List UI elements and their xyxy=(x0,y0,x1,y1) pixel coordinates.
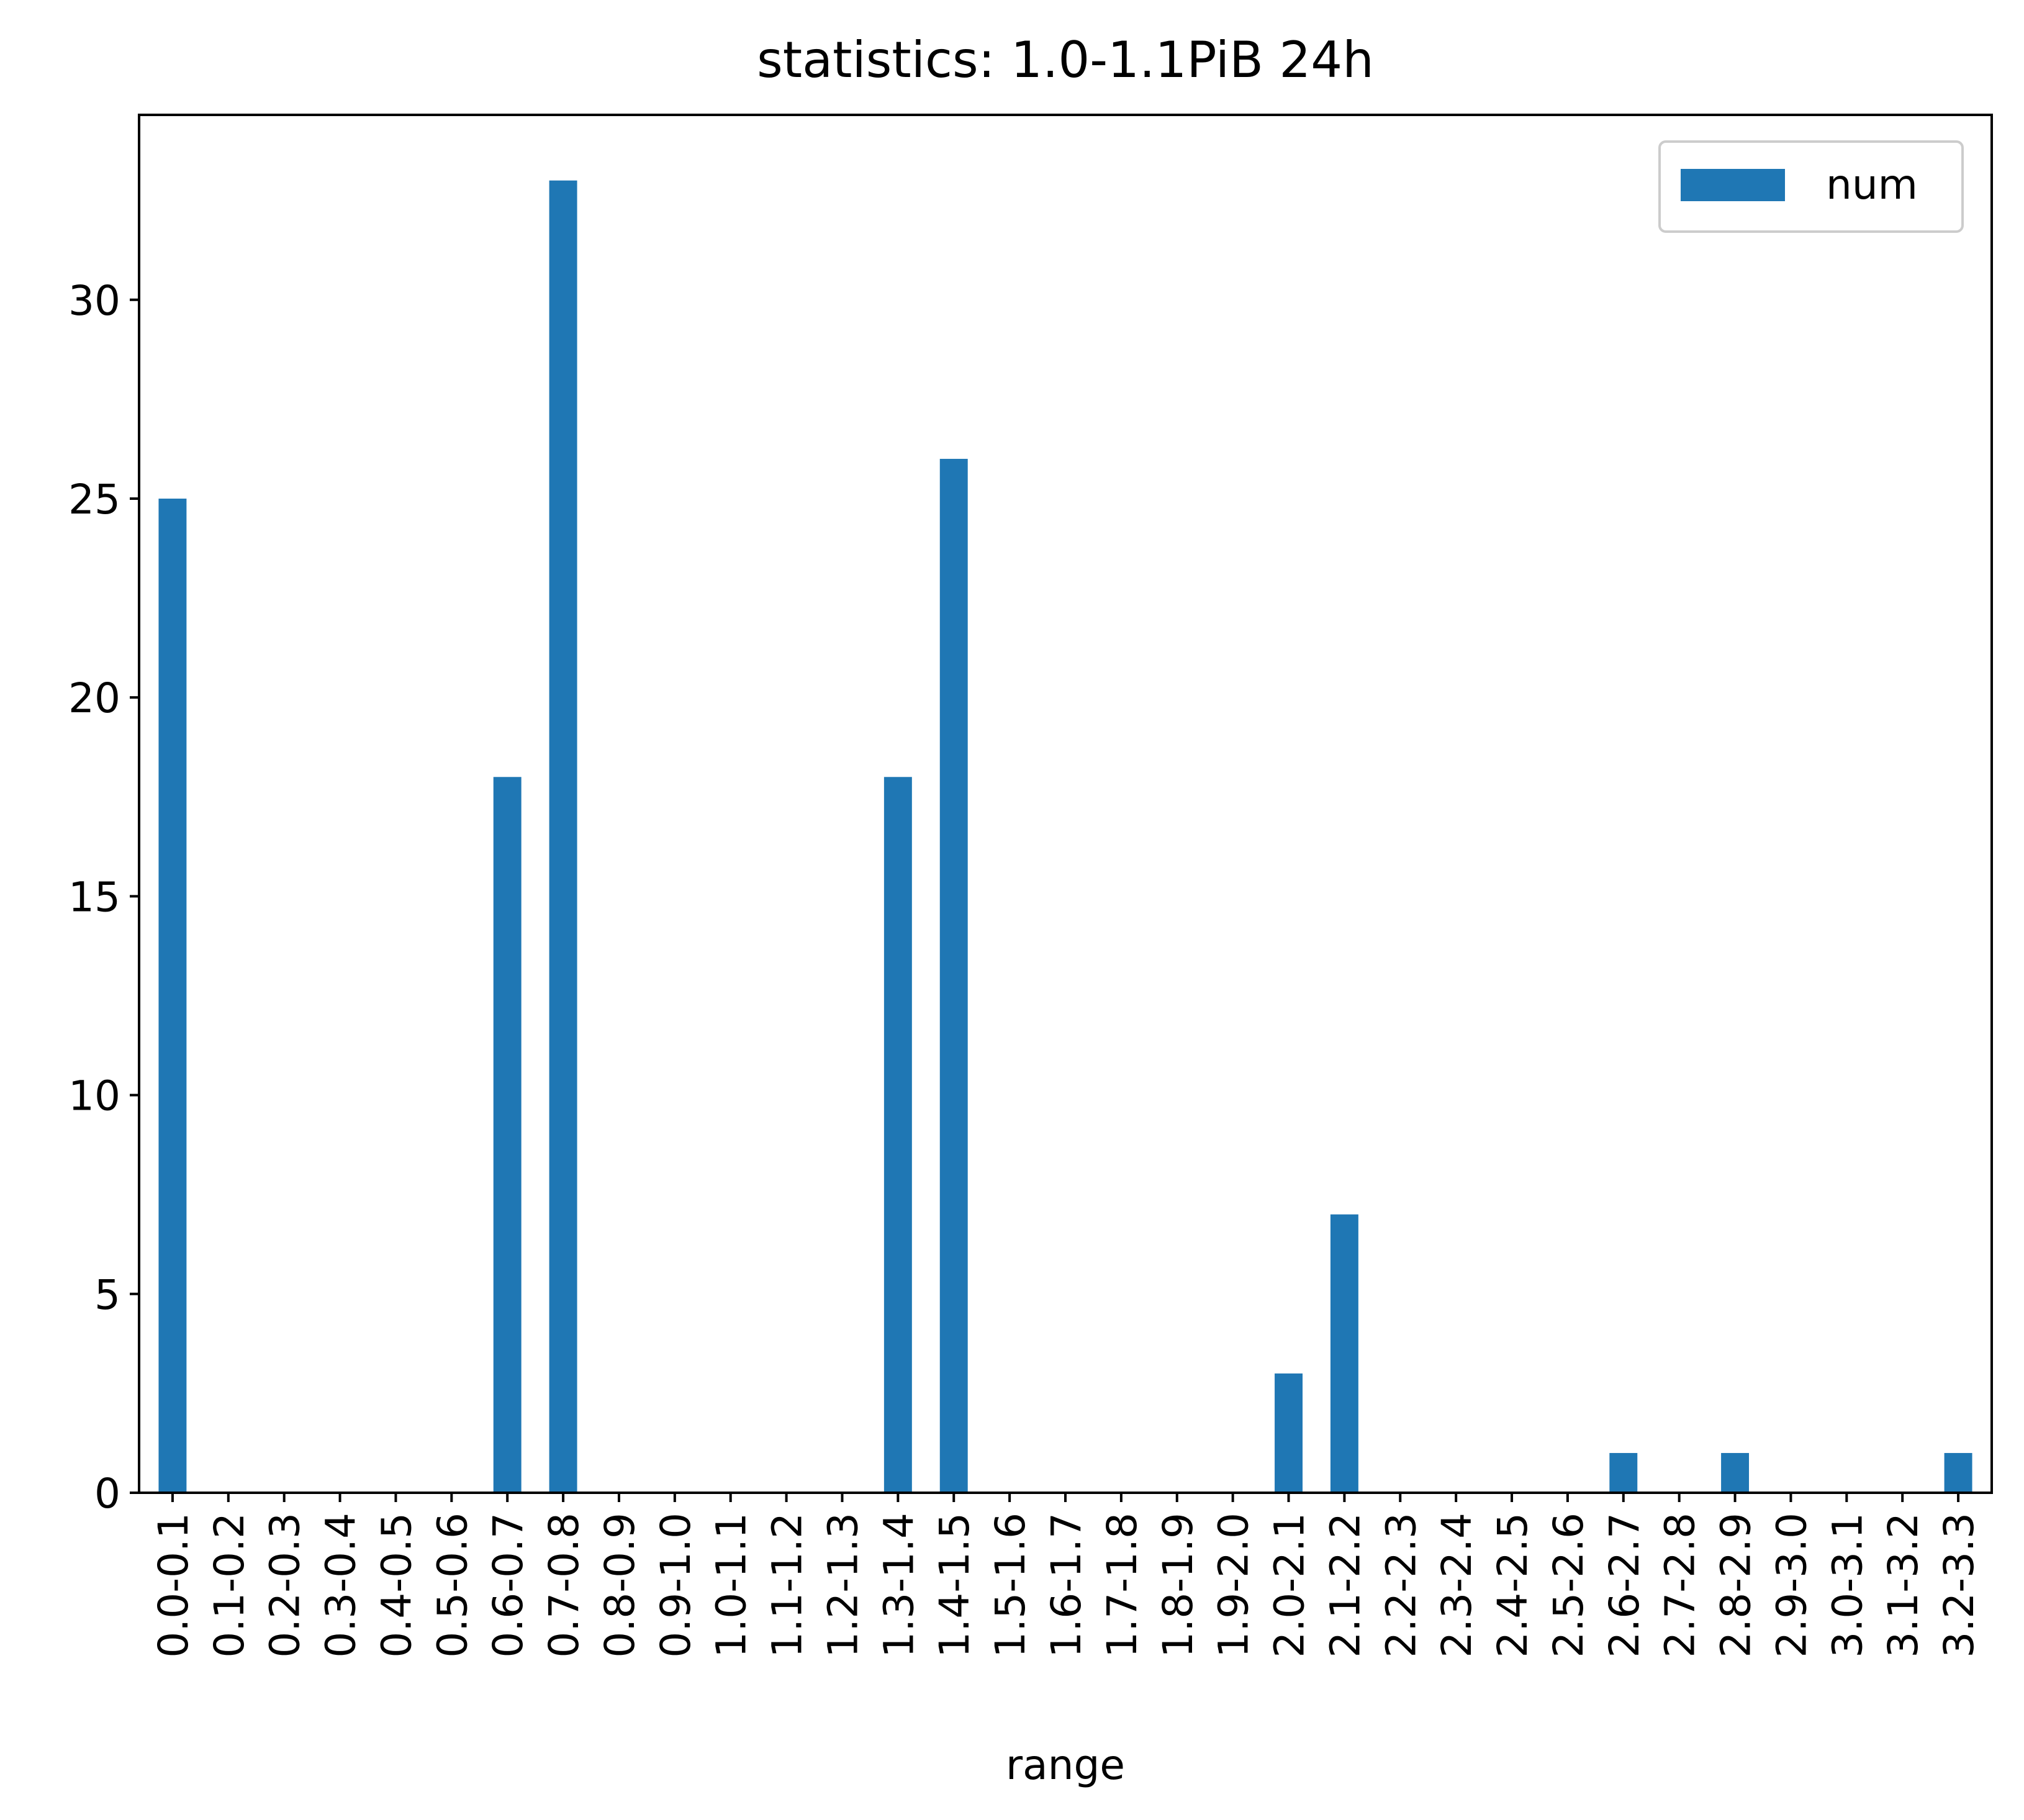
x-axis-label: range xyxy=(1006,1741,1125,1789)
bar-2.8-2.9 xyxy=(1721,1452,1750,1493)
x-tick-label-3.1-3.2: 3.1-3.2 xyxy=(1879,1513,1927,1658)
legend-box xyxy=(1658,140,1964,233)
legend: num xyxy=(1658,140,1964,233)
x-tick-label-0.2-0.3: 0.2-0.3 xyxy=(261,1513,309,1658)
bars-group xyxy=(158,180,1972,1493)
x-tick-label-1.6-1.7: 1.6-1.7 xyxy=(1042,1513,1090,1658)
x-tick-label-2.3-2.4: 2.3-2.4 xyxy=(1433,1513,1481,1658)
x-tick-label-1.9-2.0: 1.9-2.0 xyxy=(1210,1513,1258,1658)
x-tick-label-1.2-1.3: 1.2-1.3 xyxy=(819,1513,867,1658)
bar-2.6-2.7 xyxy=(1609,1452,1638,1493)
y-tick-label-0: 0 xyxy=(94,1470,120,1518)
x-tick-label-1.8-1.9: 1.8-1.9 xyxy=(1154,1513,1202,1658)
x-tick-label-2.6-2.7: 2.6-2.7 xyxy=(1601,1513,1648,1658)
bar-0.6-0.7 xyxy=(493,777,522,1493)
x-tick-label-0.8-0.9: 0.8-0.9 xyxy=(596,1513,644,1658)
y-tick-label-30: 30 xyxy=(68,277,120,325)
x-tick-label-1.0-1.1: 1.0-1.1 xyxy=(708,1513,756,1658)
x-tick-label-1.4-1.5: 1.4-1.5 xyxy=(931,1513,978,1658)
legend-swatch xyxy=(1681,169,1785,201)
x-tick-label-0.0-0.1: 0.0-0.1 xyxy=(150,1513,197,1658)
x-tick-label-3.2-3.3: 3.2-3.3 xyxy=(1935,1513,1983,1658)
x-tick-label-2.2-2.3: 2.2-2.3 xyxy=(1377,1513,1425,1658)
x-tick-label-2.4-2.5: 2.4-2.5 xyxy=(1489,1513,1537,1658)
x-tick-label-0.7-0.8: 0.7-0.8 xyxy=(540,1513,588,1658)
x-tick-label-1.3-1.4: 1.3-1.4 xyxy=(875,1513,923,1658)
x-tick-label-2.9-3.0: 2.9-3.0 xyxy=(1768,1513,1815,1658)
x-tick-label-2.0-2.1: 2.0-2.1 xyxy=(1266,1513,1314,1658)
bar-0.7-0.8 xyxy=(549,180,577,1493)
x-tick-label-2.8-2.9: 2.8-2.9 xyxy=(1712,1513,1760,1658)
x-tick-label-2.5-2.6: 2.5-2.6 xyxy=(1545,1513,1593,1658)
x-tick-label-0.9-1.0: 0.9-1.0 xyxy=(652,1513,700,1658)
y-tick-label-5: 5 xyxy=(94,1271,120,1319)
bar-3.2-3.3 xyxy=(1944,1452,1972,1493)
legend-label: num xyxy=(1826,161,1918,209)
x-tick-label-0.4-0.5: 0.4-0.5 xyxy=(373,1513,420,1658)
x-axis: 0.0-0.1 0.1-0.2 0.2-0.3 0.3-0.4 0.4-0.5 0.5-0… xyxy=(150,1493,1983,1658)
x-tick-label-0.1-0.2: 0.1-0.2 xyxy=(206,1513,253,1658)
bar-1.4-1.5 xyxy=(939,458,968,1493)
y-tick-label-20: 20 xyxy=(68,674,120,722)
y-axis: 0 5 10 15 20 25 30 xyxy=(68,277,139,1518)
x-tick-label-1.7-1.8: 1.7-1.8 xyxy=(1098,1513,1146,1658)
chart-title: statistics: 1.0-1.1PiB 24h xyxy=(757,31,1374,89)
x-tick-label-0.3-0.4: 0.3-0.4 xyxy=(317,1513,365,1658)
x-tick-label-2.1-2.2: 2.1-2.2 xyxy=(1321,1513,1369,1658)
x-tick-label-2.7-2.8: 2.7-2.8 xyxy=(1656,1513,1704,1658)
y-tick-label-25: 25 xyxy=(68,476,120,523)
y-tick-label-15: 15 xyxy=(68,873,120,921)
x-tick-label-0.5-0.6: 0.5-0.6 xyxy=(428,1513,476,1658)
y-tick-label-10: 10 xyxy=(68,1072,120,1120)
bar-1.3-1.4 xyxy=(883,777,912,1493)
x-tick-label-1.5-1.6: 1.5-1.6 xyxy=(987,1513,1034,1658)
bar-2.1-2.2 xyxy=(1330,1214,1358,1493)
x-tick-label-1.1-1.2: 1.1-1.2 xyxy=(764,1513,811,1658)
x-tick-label-3.0-3.1: 3.0-3.1 xyxy=(1823,1513,1871,1658)
plot-area-frame xyxy=(138,114,1993,1494)
bar-0.0-0.1 xyxy=(158,498,187,1493)
x-tick-label-0.6-0.7: 0.6-0.7 xyxy=(484,1513,532,1658)
bar-2.0-2.1 xyxy=(1275,1373,1303,1493)
